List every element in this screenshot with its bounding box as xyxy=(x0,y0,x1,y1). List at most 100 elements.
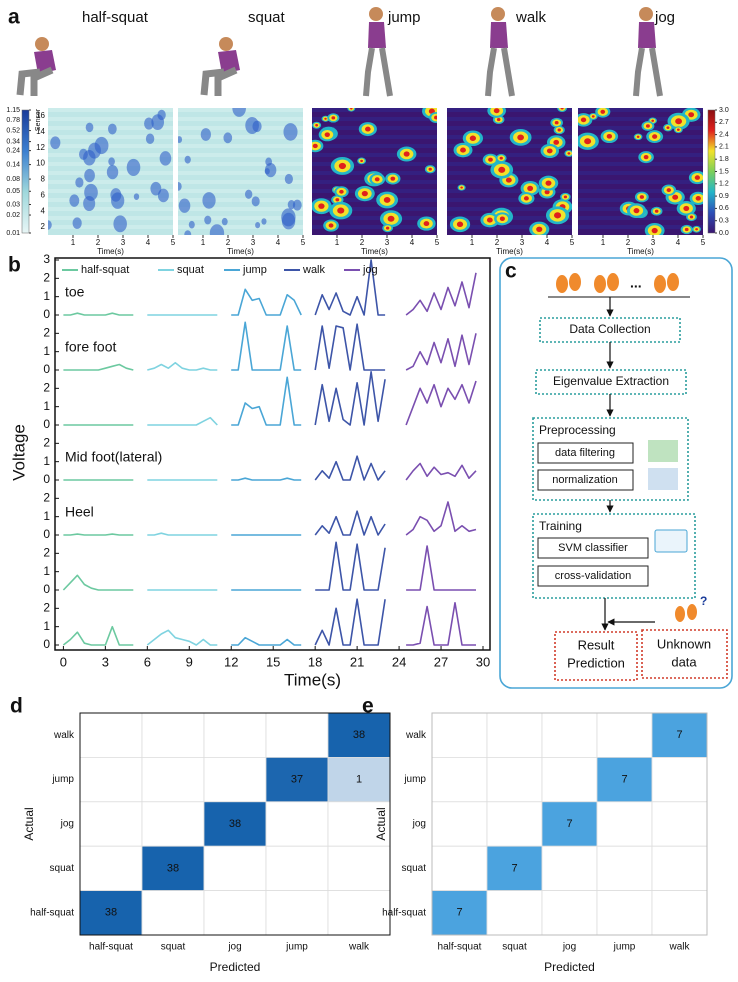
colorbar-label: 3.0 xyxy=(719,107,729,114)
x-tick-label: 24 xyxy=(392,654,406,669)
x-tick-label: 9 xyxy=(186,654,193,669)
matrix-cell xyxy=(79,712,143,758)
legend-label: jog xyxy=(362,264,378,276)
matrix-cell xyxy=(596,845,653,892)
y-tick-label: 1 xyxy=(43,619,50,633)
matrix-cell xyxy=(265,712,329,758)
signal-line xyxy=(405,380,477,426)
signal-line xyxy=(63,312,134,316)
y-tick-label: 2 xyxy=(43,271,50,285)
y-tick-label: 1 xyxy=(43,509,50,523)
cell-label: 37 xyxy=(291,774,303,786)
x-tick-label: 21 xyxy=(350,654,364,669)
x-axis-label: Time(s) xyxy=(227,247,254,256)
cell-label: 38 xyxy=(167,862,179,874)
y-tick-label: 3 xyxy=(43,252,50,266)
cell-label: 7 xyxy=(511,862,517,874)
colorbar-label: 0.52 xyxy=(6,127,20,134)
signal-line xyxy=(231,477,302,481)
x-tick-label: walk xyxy=(348,942,370,953)
step-label: data filtering xyxy=(555,447,615,459)
matrix-cell xyxy=(541,845,598,892)
y-tick-label: 1 xyxy=(43,454,50,468)
x-tick-label: 27 xyxy=(434,654,448,669)
y-tick-label: 8 xyxy=(41,175,46,184)
x-tick-label: jog xyxy=(227,942,241,953)
signal-line xyxy=(314,510,386,536)
person-figure xyxy=(16,37,56,96)
y-axis-label: Sensor xyxy=(35,108,42,131)
sub-box xyxy=(537,565,649,587)
sub-box xyxy=(537,537,649,559)
signal-line xyxy=(405,333,477,371)
matrix-cell xyxy=(141,801,205,847)
colorbar xyxy=(21,109,30,234)
y-tick-label: 4 xyxy=(41,206,46,215)
x-tick-label: 12 xyxy=(224,654,238,669)
x-tick-label: 15 xyxy=(266,654,280,669)
x-tick-label: half-squat xyxy=(89,942,133,953)
activity-title: half-squat xyxy=(82,9,149,26)
colorbar-label: 2.1 xyxy=(719,144,729,151)
y-tick-label: 0 xyxy=(43,362,50,376)
x-tick-label: squat xyxy=(502,942,527,953)
monitor-icon xyxy=(654,529,688,553)
panel-label: d xyxy=(10,695,23,718)
matrix-cell xyxy=(203,757,267,803)
matrix-frame xyxy=(79,712,391,936)
legend-label: squat xyxy=(177,264,204,276)
x-tick-label: 4 xyxy=(276,238,281,247)
matrix-cell xyxy=(79,801,143,847)
y-tick-label: walk xyxy=(405,730,427,741)
signal-line xyxy=(314,259,386,316)
y-tick-label: 0 xyxy=(43,582,50,596)
flow-diagram: c ... Data Collection Eigenvalue Extract… xyxy=(499,257,733,689)
colorbar-label: 0.08 xyxy=(6,176,20,183)
signal-line xyxy=(314,455,386,481)
signal-line xyxy=(63,363,134,371)
x-axis-label: Predicted xyxy=(210,960,261,974)
matrix-cell xyxy=(327,845,391,892)
x-axis-label: Time(s) xyxy=(284,670,341,689)
y-tick-label: 1 xyxy=(43,344,50,358)
signal-line xyxy=(231,636,302,646)
y-tick-label: 1 xyxy=(43,564,50,578)
x-tick-label: 4 xyxy=(146,238,151,247)
y-axis-label: Actual xyxy=(22,807,36,840)
row-label: toe xyxy=(65,284,85,300)
signal-line xyxy=(231,376,302,426)
matrix-cell xyxy=(596,757,653,803)
colorbar-label: 0.14 xyxy=(6,161,20,168)
colorbar-label: 1.5 xyxy=(719,168,729,175)
signal-line xyxy=(315,541,386,591)
signal-line xyxy=(231,321,302,371)
matrix-cell xyxy=(141,757,205,803)
y-tick-label: jump xyxy=(403,774,426,785)
y-tick-label: 0 xyxy=(43,637,50,651)
matrix-cell xyxy=(327,801,391,847)
matrix-cell xyxy=(486,757,543,803)
signal-line xyxy=(62,574,134,591)
x-axis-label: Time(s) xyxy=(361,247,388,256)
x-tick-label: 1 xyxy=(201,238,206,247)
activity-title: squat xyxy=(248,9,286,26)
signal-line xyxy=(314,598,386,646)
matrix-cell xyxy=(596,712,653,758)
sensor-texture xyxy=(447,108,572,235)
y-tick-label: 2 xyxy=(43,436,50,450)
colorbar-label: 0.0 xyxy=(719,230,729,237)
panel-label: b xyxy=(8,254,21,277)
x-tick-label: 6 xyxy=(144,654,151,669)
activity-title: jog xyxy=(654,9,675,26)
signal-line xyxy=(314,371,386,426)
matrix-cell xyxy=(486,712,543,758)
matrix-cell xyxy=(265,801,329,847)
matrix-cell xyxy=(79,757,143,803)
colorbar-label: 0.78 xyxy=(6,117,20,124)
row-label: fore foot xyxy=(65,339,116,355)
x-tick-label: 4 xyxy=(545,238,550,247)
x-tick-label: 5 xyxy=(701,238,706,247)
legend-label: jump xyxy=(242,264,267,276)
sub-box xyxy=(537,442,634,464)
